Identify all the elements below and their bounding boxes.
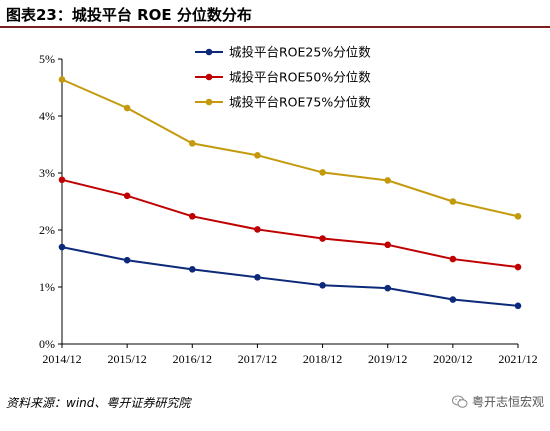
data-point (188, 266, 196, 273)
legend-label: 城投平台ROE50%分位数 (229, 70, 371, 85)
x-tick-label: 2014/12 (42, 352, 81, 366)
data-point (254, 274, 261, 281)
source-note: 资料来源：wind、粤开证券研究院 (6, 396, 191, 410)
x-tick-label: 2015/12 (107, 352, 146, 366)
data-point (188, 213, 196, 220)
wechat-icon (451, 395, 468, 408)
legend-label: 城投平台ROE75%分位数 (229, 95, 371, 110)
watermark-text: 粤开志恒宏观 (471, 395, 544, 409)
series-line-3 (61, 78, 519, 218)
series-line-2 (61, 178, 519, 269)
y-tick-label: 1% (39, 280, 55, 294)
data-point (384, 241, 392, 249)
data-point (449, 255, 457, 263)
data-point (514, 302, 522, 310)
legend-marker (205, 73, 213, 81)
series-line-1 (61, 246, 519, 307)
title-divider (0, 26, 550, 28)
y-tick-label: 0% (39, 337, 55, 351)
data-point (188, 140, 196, 147)
data-point (449, 296, 457, 303)
x-tick-label: 2020/12 (433, 352, 472, 366)
data-point (319, 281, 326, 289)
x-tick-label: 2019/12 (368, 352, 407, 366)
data-point (319, 169, 326, 176)
y-tick-label: 3% (39, 166, 55, 180)
x-tick-label: 2018/12 (303, 352, 342, 366)
data-point (58, 243, 66, 251)
data-point (254, 226, 261, 233)
legend-marker (205, 98, 213, 106)
legend-marker (205, 48, 213, 56)
watermark: 粤开志恒宏观 (451, 393, 544, 410)
data-point (319, 235, 326, 242)
chart-title: 图表23：城投平台 ROE 分位数分布 (6, 6, 252, 24)
data-point (123, 104, 131, 112)
data-point (58, 76, 66, 83)
data-point (384, 177, 392, 184)
x-tick-label: 2016/12 (173, 352, 212, 366)
y-tick-label: 2% (39, 223, 55, 237)
y-tick-label: 4% (39, 109, 55, 123)
x-tick-label: 2021/12 (498, 352, 537, 366)
data-point (123, 192, 131, 200)
data-point (384, 284, 392, 292)
data-point (123, 256, 131, 264)
y-tick-label: 5% (39, 52, 55, 66)
legend-label: 城投平台ROE25%分位数 (229, 45, 371, 60)
x-tick-label: 2017/12 (238, 352, 277, 366)
data-point (449, 198, 457, 205)
data-point (58, 176, 66, 184)
data-point (514, 263, 522, 271)
data-point (254, 152, 261, 159)
data-point (514, 213, 522, 220)
